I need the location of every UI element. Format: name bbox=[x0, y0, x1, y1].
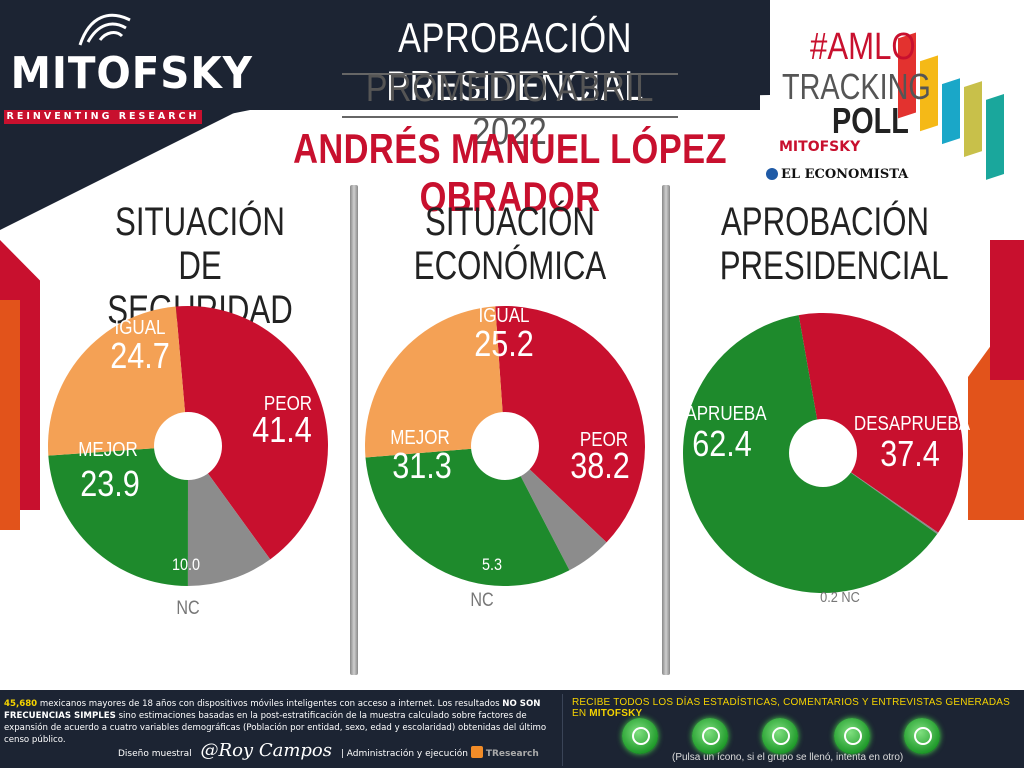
pie-slice-nc bbox=[187, 446, 271, 586]
whatsapp-glyph bbox=[844, 727, 862, 745]
mitofsky-logo: MITOFSKY REINVENTING RESEARCH bbox=[0, 10, 252, 124]
whatsapp-icon[interactable] bbox=[834, 718, 870, 754]
partner-economista: EL ECONOMISTA bbox=[766, 167, 908, 182]
pie-slice-desaprueba bbox=[798, 313, 963, 533]
pie-value-desaprueba: 37.4 bbox=[880, 435, 940, 475]
chart-title-aprobacion: APROBACIÓN PRESIDENCIAL bbox=[719, 200, 949, 288]
partner-economista-label: EL ECONOMISTA bbox=[781, 167, 909, 182]
whatsapp-glyph bbox=[914, 727, 932, 745]
whatsapp-glyph bbox=[632, 727, 650, 745]
pie-value-mejor: 31.3 bbox=[392, 447, 452, 487]
tracking-poll-badge bbox=[770, 0, 1024, 210]
pie-slice-igual bbox=[365, 306, 505, 458]
pie-slice-nc bbox=[823, 453, 939, 535]
pie-label-peor: PEOR bbox=[580, 428, 628, 451]
pie-slice-peor bbox=[175, 306, 328, 560]
whatsapp-glyph bbox=[772, 727, 790, 745]
subscribe-text: RECIBE TODOS LOS DÍAS ESTADÍSTICAS, COME… bbox=[572, 697, 1022, 719]
pie-value-igual: 25.2 bbox=[474, 325, 534, 365]
footer-divider bbox=[562, 694, 563, 766]
pie-label-aprueba: APRUEBA bbox=[685, 402, 767, 425]
decor-stripe bbox=[0, 300, 20, 530]
pie-label-desaprueba: DESAPRUEBA bbox=[854, 412, 971, 435]
whatsapp-icon[interactable] bbox=[762, 718, 798, 754]
poll-word: POLL bbox=[832, 100, 909, 141]
president-name: ANDRÉS MANUEL LÓPEZ OBRADOR bbox=[293, 125, 727, 220]
pie-hole bbox=[789, 419, 857, 487]
pie-value-igual: 24.7 bbox=[110, 337, 170, 377]
subtitle-rule bbox=[342, 116, 678, 118]
design-label: Diseño muestral bbox=[118, 749, 192, 759]
page-subtitle: PROMEDIO ABRIL 2022 bbox=[365, 68, 655, 153]
whatsapp-icon[interactable] bbox=[692, 718, 728, 754]
column-divider bbox=[662, 185, 670, 675]
chart-title-line: ECONÓMICA bbox=[413, 244, 607, 288]
methodology-note: 45,680 mexicanos mayores de 18 años con … bbox=[4, 698, 554, 746]
subtitle-rule bbox=[342, 73, 678, 75]
pie-label-nc: NC bbox=[176, 597, 200, 619]
pie-label-peor: PEOR bbox=[264, 392, 312, 415]
partner-mitofsky: MITOFSKY bbox=[779, 139, 861, 155]
pie-value-mejor: 23.9 bbox=[80, 465, 140, 505]
chart-title-line: PRESIDENCIAL bbox=[719, 244, 949, 288]
tresearch-logo: TResearch bbox=[485, 749, 539, 759]
methodology-bold: NO SON FRECUENCIAS SIMPLES bbox=[4, 699, 541, 721]
subscribe-label: RECIBE TODOS LOS DÍAS ESTADÍSTICAS, COME… bbox=[572, 697, 1010, 719]
pie-label-mejor: MEJOR bbox=[78, 438, 137, 461]
subscribe-brand: MITOFSKY bbox=[589, 708, 643, 719]
whatsapp-glyph bbox=[702, 727, 720, 745]
pie-value-aprueba: 62.4 bbox=[692, 425, 752, 465]
methodology-text: sino estimaciones basadas en la post-est… bbox=[4, 711, 547, 745]
pie-slice-peor bbox=[495, 306, 645, 543]
poll-hashtag: #AMLO bbox=[810, 26, 916, 68]
pie-label-nc: 0.2 NC bbox=[820, 588, 860, 605]
chart-title-seguridad: SITUACIÓN DE SEGURIDAD bbox=[99, 200, 302, 332]
pie-slice-mejor bbox=[365, 446, 570, 586]
page-title: APROBACIÓN PRESIDENCIAL bbox=[386, 14, 644, 109]
logo-swirl-icon bbox=[78, 13, 131, 46]
whatsapp-icon[interactable] bbox=[622, 718, 658, 754]
economista-icon bbox=[766, 168, 778, 180]
pie-hole bbox=[471, 412, 539, 480]
credits: Diseño muestral @Roy Campos | Administra… bbox=[118, 740, 548, 761]
bar-graphic-icon bbox=[770, 0, 1024, 210]
pie-slice-nc bbox=[505, 446, 607, 571]
pie-charts: PEOR41.4NC10.0MEJOR23.9IGUAL24.7PEOR38.2… bbox=[48, 304, 971, 619]
pie-value-peor: 38.2 bbox=[570, 447, 630, 487]
pie-label-nc: NC bbox=[470, 589, 494, 611]
logo-tagline: REINVENTING RESEARCH bbox=[4, 110, 202, 124]
whatsapp-icon[interactable] bbox=[904, 718, 940, 754]
chart-title-line: SITUACIÓN DE bbox=[115, 200, 285, 288]
signature: @Roy Campos bbox=[200, 740, 332, 761]
pie-label-mejor: MEJOR bbox=[390, 426, 449, 449]
pie-hole bbox=[154, 412, 222, 480]
chart-title-line: SITUACIÓN bbox=[425, 200, 595, 244]
pie-slice-mejor bbox=[48, 446, 189, 586]
admin-label: | Administración y ejecución bbox=[340, 749, 468, 759]
column-divider bbox=[350, 185, 358, 675]
pie-label-igual: IGUAL bbox=[479, 304, 530, 327]
pie-label-igual: IGUAL bbox=[115, 316, 166, 339]
poll-tracking: TRACKING bbox=[782, 66, 931, 107]
pie-value-nc: 10.0 bbox=[172, 556, 200, 574]
chart-title-economica: SITUACIÓN ECONÓMICA bbox=[409, 200, 612, 288]
pie-value-peor: 41.4 bbox=[252, 411, 312, 451]
pie-slice-igual bbox=[48, 306, 188, 456]
methodology-text: mexicanos mayores de 18 años con disposi… bbox=[39, 699, 500, 709]
decor-stripe bbox=[990, 240, 1024, 380]
tresearch-icon bbox=[470, 746, 483, 758]
sample-size: 45,680 bbox=[4, 699, 38, 709]
chart-title-line: APROBACIÓN bbox=[720, 200, 930, 244]
pie-value-nc: 5.3 bbox=[482, 556, 502, 574]
whatsapp-hint: (Pulsa un ícono, si el grupo se llenó, i… bbox=[672, 752, 904, 763]
